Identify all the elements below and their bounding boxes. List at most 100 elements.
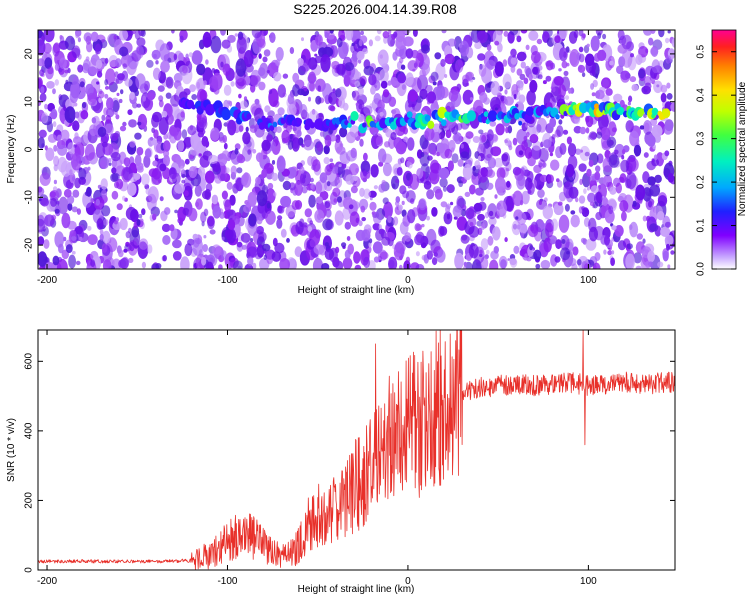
heatmap-cell xyxy=(315,181,323,194)
heatmap-cell xyxy=(662,250,669,262)
heatmap-cell xyxy=(346,150,357,162)
heatmap-cell xyxy=(554,256,561,263)
heatmap-cell xyxy=(444,148,453,159)
heatmap-cell xyxy=(200,211,207,223)
heatmap-cell xyxy=(122,167,133,181)
heatmap-cell xyxy=(363,256,371,269)
heatmap-cell xyxy=(553,76,564,86)
heatmap-cell xyxy=(595,89,605,100)
heatmap-cell xyxy=(465,207,475,220)
heatmap-cell xyxy=(111,190,119,200)
heatmap-cell xyxy=(487,203,498,220)
heatmap-cell xyxy=(421,44,430,54)
heatmap-cell xyxy=(323,157,330,165)
heatmap-cell xyxy=(165,76,174,89)
heatmap-cell xyxy=(295,221,304,235)
heatmap-cell xyxy=(419,68,427,79)
heatmap-cell xyxy=(370,164,379,178)
heatmap-cell xyxy=(110,173,119,183)
heatmap-cell xyxy=(516,211,527,226)
heatmap-cell xyxy=(43,42,52,54)
heatmap-cell xyxy=(158,95,164,102)
heatmap-cell xyxy=(660,84,668,93)
heatmap-cell xyxy=(155,263,162,269)
heatmap-cell xyxy=(47,66,54,75)
heatmap-cell xyxy=(569,49,580,67)
heatmap-cell xyxy=(488,217,497,226)
heatmap-cell xyxy=(420,242,427,249)
heatmap-cell xyxy=(616,65,624,74)
heatmap-cell xyxy=(603,249,607,255)
heatmap-cell xyxy=(426,189,435,200)
heatmap-cell xyxy=(504,89,508,95)
heatmap-cell xyxy=(96,81,100,85)
heatmap-cell xyxy=(621,149,626,155)
heatmap-cell xyxy=(219,136,226,143)
y-tick-label: 0 xyxy=(24,567,35,573)
y-tick-label: -20 xyxy=(24,237,35,252)
heatmap-cell xyxy=(480,223,486,230)
y-tick-label: 200 xyxy=(24,492,35,509)
heatmap-cell xyxy=(159,79,163,83)
heatmap-cell xyxy=(346,236,351,241)
heatmap-cell xyxy=(254,98,260,105)
heatmap-cell xyxy=(503,30,509,37)
heatmap-cell xyxy=(255,152,264,163)
signal-track-point xyxy=(424,114,431,122)
heatmap-cell xyxy=(332,88,336,94)
heatmap-cell xyxy=(469,184,476,195)
heatmap-cell xyxy=(90,31,99,42)
heatmap-cell xyxy=(99,229,104,235)
heatmap-cell xyxy=(40,197,49,207)
heatmap-cell xyxy=(152,67,161,81)
heatmap-cell xyxy=(555,239,562,250)
heatmap-cell xyxy=(238,93,242,99)
heatmap-cell xyxy=(576,259,582,266)
heatmap-cell xyxy=(286,103,297,117)
heatmap-cell xyxy=(516,68,523,76)
heatmap-cell xyxy=(69,229,77,237)
heatmap-cell xyxy=(409,173,420,190)
heatmap-cell xyxy=(234,148,239,155)
heatmap-cell xyxy=(337,196,342,203)
y-tick-label: 600 xyxy=(24,353,35,370)
heatmap-cell xyxy=(277,215,283,221)
heatmap-cell xyxy=(43,239,50,249)
heatmap-cell xyxy=(618,193,627,202)
heatmap-cell xyxy=(360,160,370,173)
snr-x-ticks: -200 -100 0 100 xyxy=(37,330,597,587)
heatmap-cell xyxy=(444,74,448,78)
heatmap-cell xyxy=(511,84,519,97)
signal-track-point xyxy=(487,110,498,122)
heatmap-cell xyxy=(605,88,613,96)
heatmap-cell xyxy=(526,90,536,106)
heatmap-cell xyxy=(579,126,587,135)
heatmap-cell xyxy=(508,144,513,151)
heatmap-cell xyxy=(412,30,418,37)
heatmap-cell xyxy=(382,197,389,205)
heatmap-cell xyxy=(455,59,464,73)
heatmap-cell xyxy=(85,56,90,62)
heatmap-cell xyxy=(452,205,462,218)
heatmap-cell xyxy=(359,75,367,86)
heatmap-cell xyxy=(161,110,168,118)
colorbar: 0.0 0.1 0.2 0.3 0.4 0.5 Normalized spectral a… xyxy=(696,29,748,276)
heatmap-cell xyxy=(504,237,508,243)
heatmap-cell xyxy=(244,50,254,68)
heatmap-cell xyxy=(74,111,80,119)
heatmap-cell xyxy=(332,187,341,197)
heatmap-cell xyxy=(336,64,346,76)
heatmap-cell xyxy=(54,231,64,248)
heatmap-cell xyxy=(426,228,437,246)
signal-track-point xyxy=(518,120,523,126)
heatmap-cell xyxy=(267,110,275,118)
heatmap-cell xyxy=(469,97,474,101)
heatmap-cell xyxy=(72,76,80,90)
heatmap-cell xyxy=(221,190,228,200)
heatmap-cell xyxy=(382,31,390,39)
heatmap-cell xyxy=(90,259,96,268)
heatmap-cell xyxy=(329,105,336,112)
heatmap-cell xyxy=(198,153,202,157)
heatmap-cell xyxy=(52,255,60,266)
